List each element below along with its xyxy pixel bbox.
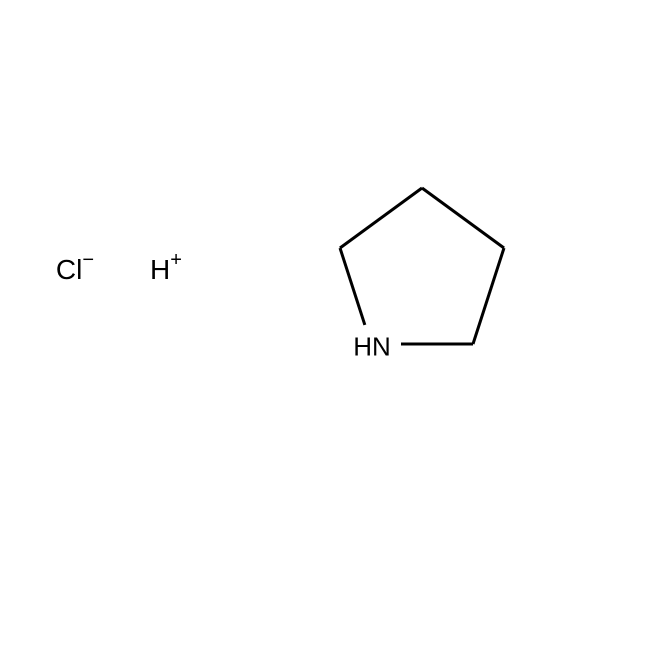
ion-charge: + (170, 249, 182, 271)
chemistry-diagram: HN Cl− H+ (0, 0, 650, 650)
ion-charge: − (82, 249, 94, 271)
hetero-atom-label: HN (353, 332, 391, 363)
ring-bonds (0, 0, 650, 650)
ion-base: H (150, 254, 170, 285)
chloride-ion: Cl− (56, 252, 94, 286)
ion-base: Cl (56, 254, 82, 285)
proton-ion: H+ (150, 252, 182, 286)
